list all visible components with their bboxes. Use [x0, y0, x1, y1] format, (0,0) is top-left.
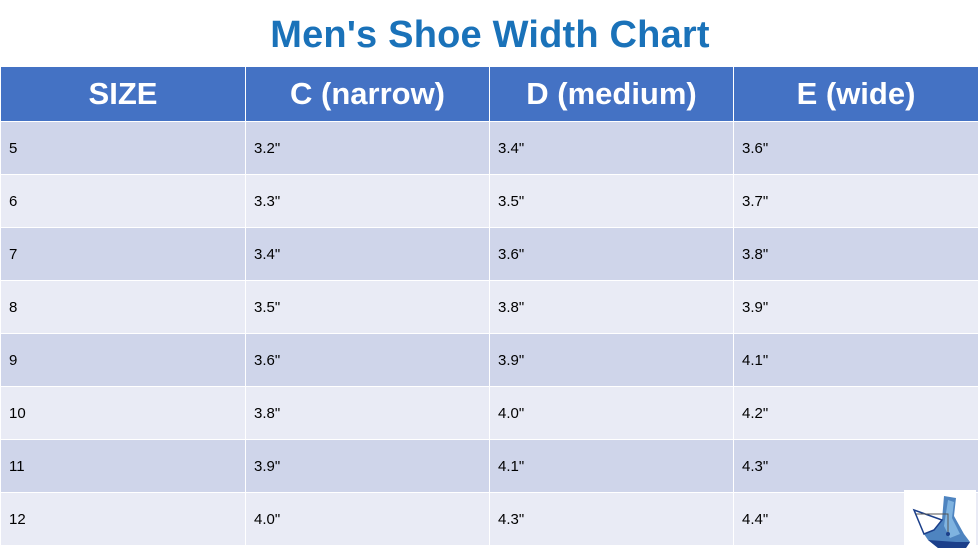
size-cell: 8 [0, 280, 246, 334]
table-row: 10 3.8" 4.0" 4.2" [0, 386, 979, 440]
wide-cell: 3.6" [733, 121, 979, 175]
foot-logo-icon [904, 490, 976, 552]
medium-cell: 4.0" [489, 386, 734, 440]
medium-cell: 3.8" [489, 280, 734, 334]
size-cell: 7 [0, 227, 246, 281]
medium-cell: 3.4" [489, 121, 734, 175]
table-header-row: SIZE C (narrow) D (medium) E (wide) [0, 66, 979, 122]
medium-cell: 3.5" [489, 174, 734, 228]
narrow-cell: 4.0" [245, 492, 490, 546]
page-title: Men's Shoe Width Chart [270, 14, 710, 56]
header-size: SIZE [0, 66, 246, 122]
wide-cell: 4.1" [733, 333, 979, 387]
table-row: 5 3.2" 3.4" 3.6" [0, 121, 979, 175]
wide-cell: 4.2" [733, 386, 979, 440]
size-cell: 12 [0, 492, 246, 546]
header-narrow: C (narrow) [245, 66, 490, 122]
wide-cell: 3.8" [733, 227, 979, 281]
wide-cell: 4.3" [733, 439, 979, 493]
narrow-cell: 3.6" [245, 333, 490, 387]
header-medium: D (medium) [489, 66, 734, 122]
size-cell: 10 [0, 386, 246, 440]
narrow-cell: 3.5" [245, 280, 490, 334]
narrow-cell: 3.9" [245, 439, 490, 493]
header-wide: E (wide) [733, 66, 979, 122]
table-row: 6 3.3" 3.5" 3.7" [0, 174, 979, 228]
table-row: 11 3.9" 4.1" 4.3" [0, 439, 979, 493]
size-cell: 5 [0, 121, 246, 175]
wide-cell: 3.9" [733, 280, 979, 334]
table-row: 9 3.6" 3.9" 4.1" [0, 333, 979, 387]
shoe-width-table: SIZE C (narrow) D (medium) E (wide) 5 3.… [0, 66, 979, 546]
size-cell: 11 [0, 439, 246, 493]
narrow-cell: 3.3" [245, 174, 490, 228]
narrow-cell: 3.4" [245, 227, 490, 281]
wide-cell: 3.7" [733, 174, 979, 228]
narrow-cell: 3.8" [245, 386, 490, 440]
medium-cell: 4.1" [489, 439, 734, 493]
table-row: 7 3.4" 3.6" 3.8" [0, 227, 979, 281]
medium-cell: 4.3" [489, 492, 734, 546]
size-cell: 6 [0, 174, 246, 228]
table-row: 8 3.5" 3.8" 3.9" [0, 280, 979, 334]
size-cell: 9 [0, 333, 246, 387]
table-row: 12 4.0" 4.3" 4.4" [0, 492, 979, 546]
narrow-cell: 3.2" [245, 121, 490, 175]
medium-cell: 3.9" [489, 333, 734, 387]
medium-cell: 3.6" [489, 227, 734, 281]
